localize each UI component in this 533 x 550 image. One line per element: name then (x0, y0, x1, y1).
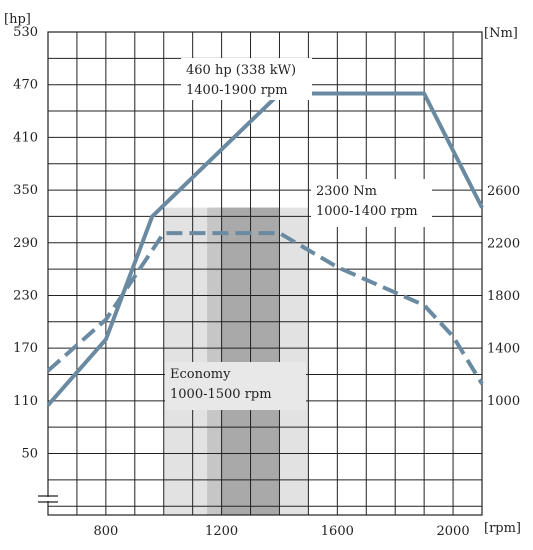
y-right-tick-label: 1800 (487, 289, 520, 304)
plot-frame (47, 31, 483, 516)
x-tick-label: 800 (93, 524, 118, 539)
y-left-tick-label: 110 (13, 394, 38, 409)
y-left-unit-label: [hp] (4, 12, 31, 27)
annotation-torque-peak-line: 1000-1400 rpm (316, 204, 418, 219)
annotation-economy-line: Economy (170, 367, 231, 382)
y-right-tick-label: 2200 (487, 237, 520, 252)
y-right-tick-label: 2600 (487, 184, 520, 199)
annotation-torque-peak-line: 2300 Nm (316, 184, 377, 199)
y-left-tick-label: 290 (13, 236, 38, 251)
axes: 50 110 170 230 290 350 410 470 530 1000 1400 1800 22… (4, 12, 521, 539)
x-tick-label: 1600 (321, 524, 354, 539)
annotations: 460 hp (338 kW) 1400-1900 rpm 2300 Nm 1000-… (165, 58, 432, 410)
rpm-bands (163, 207, 309, 516)
y-left-tick-label: 170 (13, 341, 38, 356)
annotation-economy: Economy 1000-1500 rpm (165, 362, 306, 410)
annotation-power-peak-line: 1400-1900 rpm (186, 83, 288, 98)
y-left-tick-label: 530 (13, 25, 38, 40)
axis-break-icon (38, 495, 58, 503)
annotation-economy-line: 1000-1500 rpm (170, 387, 272, 402)
y-right-unit-label: [Nm] (484, 26, 518, 41)
y-left-tick-label: 50 (21, 447, 38, 462)
y-left-tick-label: 230 (13, 288, 38, 303)
x-tick-label: 2000 (437, 524, 470, 539)
annotation-power-peak-line: 460 hp (338 kW) (186, 63, 296, 78)
annotation-power-peak: 460 hp (338 kW) 1400-1900 rpm (181, 58, 312, 100)
x-tick-label: 1200 (205, 524, 238, 539)
y-left-tick-label: 350 (13, 183, 38, 198)
annotation-torque-peak: 2300 Nm 1000-1400 rpm (311, 179, 432, 227)
y-right-tick-label: 1000 (487, 394, 520, 409)
y-right-tick-label: 1400 (487, 341, 520, 356)
x-unit-label: [rpm] (484, 521, 521, 536)
y-left-tick-label: 410 (13, 130, 38, 145)
y-left-tick-label: 470 (13, 78, 38, 93)
series-torque-line (46, 231, 484, 385)
